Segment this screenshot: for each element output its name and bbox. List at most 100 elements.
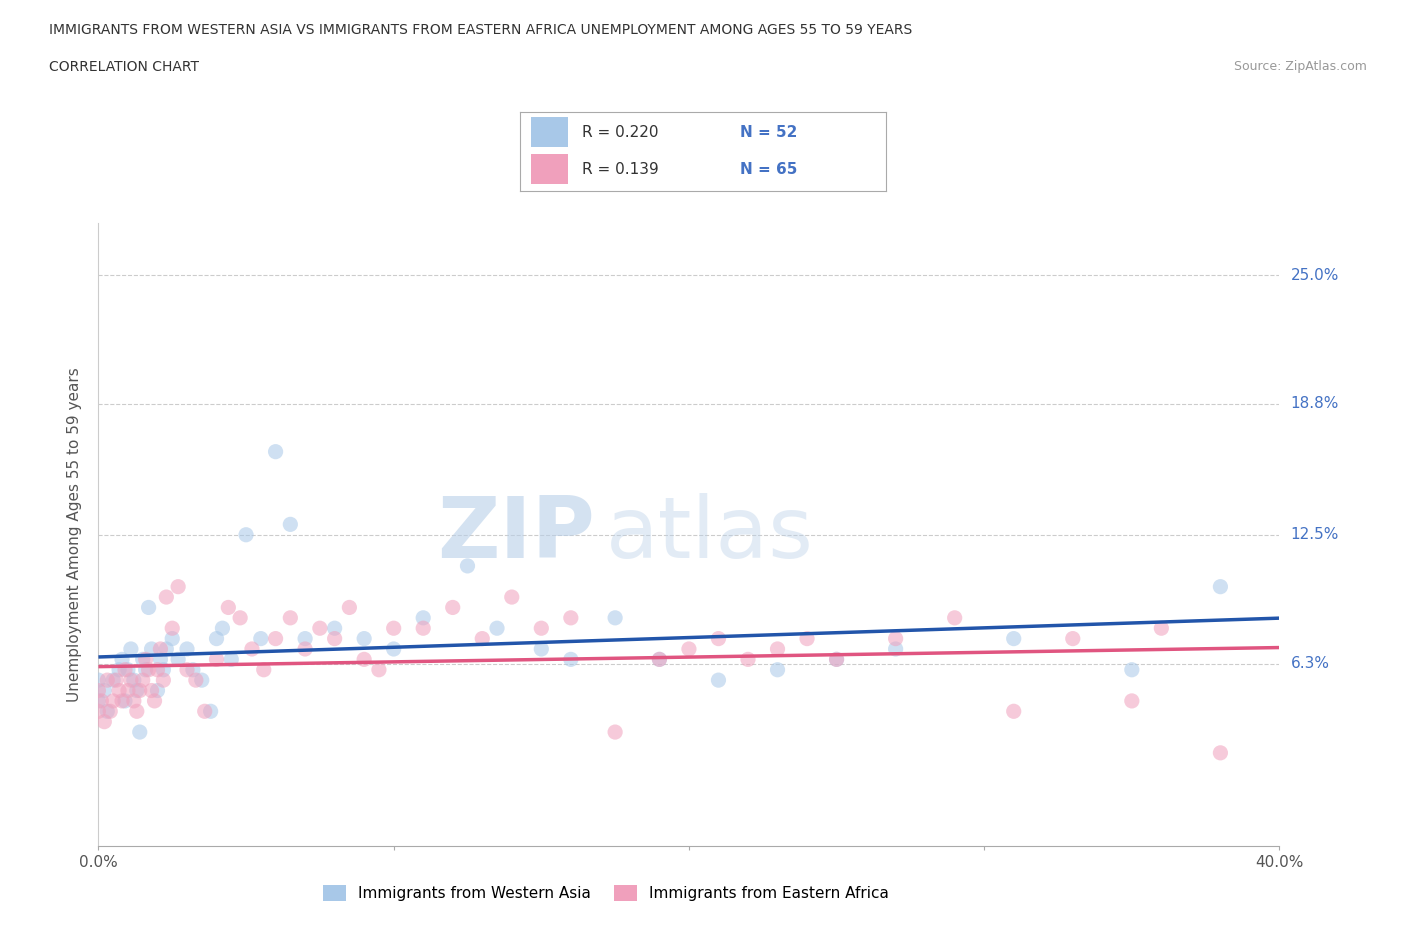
Point	[128, 683, 150, 698]
Point	[353, 631, 375, 646]
Point	[103, 694, 125, 709]
Point	[111, 694, 134, 709]
Point	[191, 672, 214, 687]
Point	[501, 590, 523, 604]
Point	[235, 527, 257, 542]
Point	[648, 652, 671, 667]
Point	[264, 631, 287, 646]
Point	[412, 610, 434, 625]
Point	[309, 621, 332, 636]
Point	[96, 704, 118, 719]
Point	[605, 724, 627, 739]
Point	[146, 662, 169, 677]
Point	[117, 662, 139, 677]
Point	[132, 652, 155, 667]
Point	[141, 642, 163, 657]
Point	[240, 642, 263, 657]
Point	[605, 610, 627, 625]
Point	[111, 652, 134, 667]
Point	[678, 642, 700, 657]
Point	[194, 704, 217, 719]
Point	[1002, 631, 1025, 646]
Point	[132, 672, 155, 687]
Point	[205, 652, 228, 667]
Point	[1002, 704, 1025, 719]
Point	[323, 631, 346, 646]
Point	[98, 704, 121, 719]
Point	[87, 704, 110, 719]
Point	[141, 683, 163, 698]
Point	[486, 621, 509, 636]
Point	[219, 652, 242, 667]
Point	[108, 662, 131, 677]
Point	[181, 662, 204, 677]
Point	[353, 652, 375, 667]
Point	[138, 662, 160, 677]
Point	[105, 672, 128, 687]
Point	[250, 631, 273, 646]
Point	[1121, 662, 1143, 677]
Point	[1209, 746, 1232, 761]
Point	[167, 652, 190, 667]
Point	[412, 621, 434, 636]
Point	[87, 683, 110, 698]
Point	[1062, 631, 1084, 646]
Point	[766, 642, 789, 657]
Point	[530, 642, 553, 657]
Point	[87, 672, 110, 687]
Bar	[531, 154, 568, 184]
Point	[943, 610, 966, 625]
Point	[200, 704, 222, 719]
Point	[120, 672, 142, 687]
Point	[93, 683, 115, 698]
Point	[648, 652, 671, 667]
Point	[128, 724, 150, 739]
Point	[146, 683, 169, 698]
Point	[560, 652, 582, 667]
Point	[120, 642, 142, 657]
Text: CORRELATION CHART: CORRELATION CHART	[49, 60, 200, 74]
Point	[825, 652, 848, 667]
Point	[229, 610, 252, 625]
Point	[382, 621, 405, 636]
Point	[253, 662, 276, 677]
Point	[125, 683, 148, 698]
Point	[441, 600, 464, 615]
Point	[530, 621, 553, 636]
Point	[766, 662, 789, 677]
Text: 6.3%: 6.3%	[1291, 656, 1330, 671]
Point	[337, 600, 360, 615]
Text: IMMIGRANTS FROM WESTERN ASIA VS IMMIGRANTS FROM EASTERN AFRICA UNEMPLOYMENT AMON: IMMIGRANTS FROM WESTERN ASIA VS IMMIGRAN…	[49, 23, 912, 37]
Point	[162, 621, 183, 636]
Point	[884, 642, 907, 657]
Point	[217, 600, 239, 615]
Point	[368, 662, 391, 677]
Point	[1121, 694, 1143, 709]
Point	[264, 445, 287, 459]
Text: N = 52: N = 52	[740, 125, 797, 140]
Point	[456, 558, 478, 573]
Point	[176, 662, 198, 677]
Point	[707, 672, 730, 687]
Point	[707, 631, 730, 646]
Point	[382, 642, 405, 657]
Point	[167, 579, 190, 594]
Point	[135, 662, 157, 677]
Point	[117, 683, 139, 698]
Point	[211, 621, 233, 636]
Point	[149, 652, 172, 667]
Y-axis label: Unemployment Among Ages 55 to 59 years: Unemployment Among Ages 55 to 59 years	[67, 367, 83, 702]
Text: R = 0.139: R = 0.139	[582, 162, 659, 177]
Point	[155, 590, 177, 604]
Point	[114, 662, 136, 677]
Point	[149, 642, 172, 657]
Point	[205, 631, 228, 646]
Point	[471, 631, 494, 646]
Point	[152, 672, 174, 687]
Point	[87, 694, 110, 709]
Text: atlas: atlas	[606, 493, 814, 577]
Point	[135, 652, 157, 667]
Text: 18.8%: 18.8%	[1291, 396, 1339, 411]
Point	[155, 642, 177, 657]
Point	[1150, 621, 1173, 636]
